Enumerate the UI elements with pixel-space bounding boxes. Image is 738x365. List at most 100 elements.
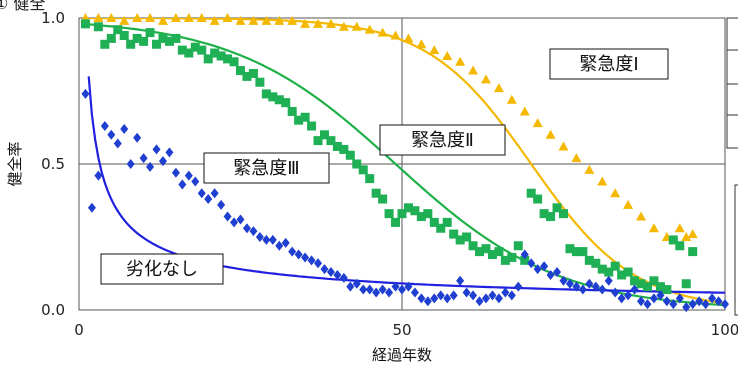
marker-square — [384, 209, 394, 219]
marker-square — [268, 92, 278, 102]
marker-triangle — [313, 18, 324, 28]
marker-square — [436, 223, 446, 233]
marker-square — [119, 31, 129, 41]
marker-diamond — [378, 284, 387, 295]
marker-diamond — [191, 176, 200, 187]
marker-diamond — [81, 88, 90, 99]
marker-square — [339, 144, 349, 154]
marker-triangle — [532, 118, 543, 128]
marker-diamond — [333, 269, 342, 280]
marker-square — [552, 203, 562, 213]
marker-square — [345, 150, 355, 160]
marker-triangle — [687, 229, 698, 239]
marker-square — [429, 217, 439, 227]
marker-diamond — [314, 258, 323, 269]
x-axis-title: 経過年数 — [372, 346, 432, 364]
marker-square — [184, 48, 194, 58]
legend-partial — [726, 17, 738, 316]
marker-triangle — [506, 94, 517, 104]
marker-diamond — [87, 202, 96, 213]
label-urgency-2-box — [379, 124, 506, 156]
marker-diamond — [417, 293, 426, 304]
marker-diamond — [385, 287, 394, 298]
x-tick-label: 100 — [711, 321, 738, 339]
marker-square — [326, 136, 336, 146]
marker-triangle — [455, 56, 466, 66]
y-tick-label: 0.5 — [41, 155, 65, 173]
data-points — [80, 13, 729, 313]
marker-diamond — [152, 144, 161, 155]
marker-square — [216, 51, 226, 61]
marker-square — [481, 244, 491, 254]
marker-triangle — [648, 223, 659, 233]
marker-diamond — [624, 290, 633, 301]
marker-diamond — [100, 121, 109, 132]
marker-triangle — [132, 13, 143, 22]
marker-diamond — [210, 188, 219, 199]
marker-diamond — [255, 232, 264, 242]
x-tick-label: 50 — [392, 321, 411, 339]
marker-diamond — [359, 284, 368, 295]
marker-square — [591, 258, 601, 268]
marker-triangle — [377, 27, 388, 37]
marker-square — [300, 112, 310, 122]
marker-square — [487, 250, 497, 260]
marker-square — [152, 39, 162, 49]
marker-square — [281, 98, 291, 108]
marker-square — [403, 203, 413, 213]
marker-triangle — [416, 39, 427, 49]
marker-triangle — [235, 15, 246, 25]
marker-square — [313, 136, 323, 146]
marker-square — [597, 264, 607, 274]
marker-square — [158, 33, 168, 43]
label-urgency-3-box — [203, 152, 330, 184]
marker-diamond — [578, 284, 587, 295]
marker-diamond — [398, 284, 406, 295]
marker-square — [539, 209, 549, 219]
marker-square — [164, 36, 174, 46]
marker-diamond — [294, 249, 303, 260]
marker-square — [610, 261, 620, 271]
marker-diamond — [410, 287, 419, 298]
marker-square — [171, 33, 181, 43]
marker-diamond — [456, 275, 465, 286]
label-urgency-3-text: 緊急度Ⅲ — [233, 158, 299, 179]
marker-triangle — [287, 15, 298, 25]
marker-triangle — [325, 18, 336, 28]
marker-square — [559, 209, 568, 219]
marker-square — [248, 68, 258, 78]
marker-diamond — [688, 299, 697, 310]
marker-diamond — [701, 299, 710, 310]
x-tick-label: 0 — [74, 321, 84, 339]
marker-diamond — [223, 211, 232, 222]
marker-triangle — [429, 45, 440, 55]
marker-diamond — [449, 290, 458, 301]
marker-square — [675, 241, 685, 251]
marker-square — [236, 66, 245, 76]
marker-triangle — [183, 13, 194, 22]
label-no-deterioration-text: 劣化なし — [126, 259, 198, 280]
marker-diamond — [423, 296, 432, 307]
marker-triangle — [274, 15, 285, 25]
marker-diamond — [249, 226, 258, 237]
marker-triangle — [623, 199, 634, 209]
marker-diamond — [242, 223, 251, 234]
marker-diamond — [436, 290, 445, 301]
marker-diamond — [559, 275, 568, 286]
marker-diamond — [391, 281, 400, 292]
marker-square — [197, 45, 207, 55]
marker-diamond — [197, 188, 206, 199]
marker-square — [668, 235, 678, 245]
marker-square — [513, 241, 523, 251]
label-urgency-1: 緊急度Ⅰ — [549, 48, 669, 80]
label-no-deterioration-box — [100, 253, 224, 285]
marker-diamond — [533, 264, 542, 275]
marker-square — [307, 121, 317, 131]
marker-square — [655, 282, 665, 292]
y-tick-label: 0.0 — [41, 301, 65, 319]
marker-diamond — [352, 278, 361, 289]
annotation-labels: 緊急度Ⅰ 緊急度Ⅱ 緊急度Ⅲ 劣化なし — [100, 48, 669, 285]
marker-triangle — [351, 21, 362, 31]
marker-square — [100, 39, 110, 49]
marker-triangle — [681, 232, 692, 241]
